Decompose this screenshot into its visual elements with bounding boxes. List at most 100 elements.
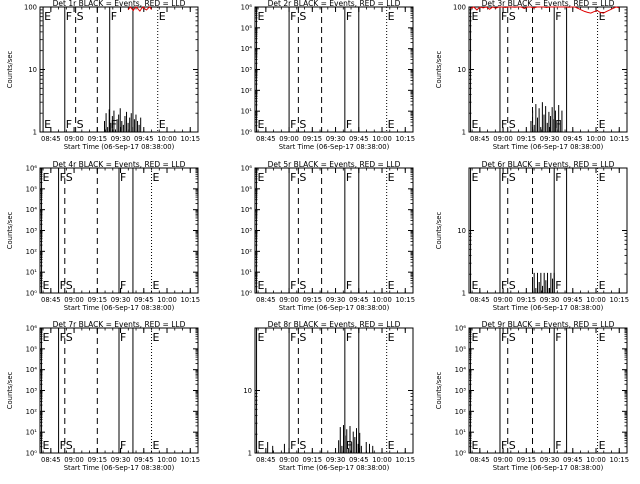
marker-label-bottom: F [555, 279, 561, 292]
marker-label-bottom: F [290, 439, 296, 452]
y-tick-label: 1 [462, 129, 466, 137]
panel-title: Det 6r BLACK = Events, RED = LLD [482, 160, 615, 169]
marker-label-top: E [599, 331, 606, 344]
x-tick-label: 09:15 [517, 456, 537, 464]
panel-6: Det 6r BLACK = Events, RED = LLD 1 10 Count… [435, 160, 629, 312]
y-tick-label: 10² [241, 87, 253, 95]
marker-label-bottom: F [501, 279, 507, 292]
marker-label-top: S [66, 331, 73, 344]
marker-label-top: E [153, 331, 160, 344]
x-tick-label: 09:15 [88, 296, 108, 304]
x-tick-label: 08:45 [41, 135, 61, 143]
y-tick-label: 10 [243, 387, 252, 395]
x-tick-label: 09:00 [493, 456, 513, 464]
marker-label-top: F [60, 171, 66, 184]
y-tick-label: 10³ [241, 227, 253, 235]
marker-label-bottom: E [472, 439, 479, 452]
x-tick-label: 09:00 [279, 135, 299, 143]
plot-frame [468, 6, 628, 133]
x-tick-label: 09:15 [517, 135, 537, 143]
marker-label-bottom: E [258, 118, 265, 131]
x-tick-label: 10:00 [586, 135, 606, 143]
y-tick-label: 10⁵ [455, 345, 467, 353]
marker-label-bottom: E [472, 118, 479, 131]
x-axis-label: Start Time (06-Sep-17 08:38:00) [64, 143, 175, 151]
y-tick-label: 10⁶ [455, 325, 467, 333]
marker-label-top: F [120, 171, 126, 184]
x-tick-label: 09:45 [349, 296, 369, 304]
x-tick-label: 09:15 [303, 135, 323, 143]
marker-label-bottom: S [509, 439, 516, 452]
marker-label-top: S [509, 331, 516, 344]
x-tick-label: 10:00 [157, 456, 177, 464]
y-axis-label: Counts/sec [435, 212, 443, 250]
x-tick-label: 10:15 [180, 296, 200, 304]
x-tick-label: 08:45 [470, 456, 490, 464]
marker-label-bottom: S [66, 439, 73, 452]
x-tick-label: 09:45 [134, 135, 154, 143]
marker-label-top: F [290, 10, 296, 23]
x-axis-label: Start Time (06-Sep-17 08:38:00) [279, 304, 390, 312]
marker-label-bottom: E [159, 118, 166, 131]
marker-label-top: E [472, 331, 479, 344]
marker-label-bottom: F [66, 118, 72, 131]
marker-label-bottom: E [44, 118, 51, 131]
y-tick-label: 10² [455, 408, 467, 416]
marker-label-bottom: S [299, 279, 306, 292]
marker-label-top: F [290, 171, 296, 184]
y-tick-label: 10⁰ [455, 450, 467, 458]
y-tick-label: 10³ [241, 66, 253, 74]
marker-label-top: E [472, 171, 479, 184]
x-tick-label: 08:45 [41, 456, 61, 464]
x-tick-label: 10:15 [395, 135, 415, 143]
marker-label-top: F [501, 171, 507, 184]
marker-label-bottom: S [77, 118, 84, 131]
panel-3: Det 3r BLACK = Events, RED = LLD 1 10 100 Co… [435, 0, 629, 151]
panel-4: Det 4r BLACK = Events, RED = LLD 10⁰ 10¹ 10… [6, 160, 200, 312]
marker-label-top: F [290, 331, 296, 344]
marker-label-bottom: F [60, 279, 66, 292]
y-tick-label: 1 [462, 290, 466, 298]
y-tick-label: 10⁴ [26, 206, 38, 214]
x-tick-label: 09:00 [279, 456, 299, 464]
y-tick-label: 10³ [26, 227, 38, 235]
y-tick-label: 10⁵ [241, 24, 253, 32]
marker-label-top: E [472, 10, 479, 23]
x-tick-label: 10:15 [395, 456, 415, 464]
x-tick-label: 09:00 [493, 296, 513, 304]
x-tick-label: 09:45 [563, 456, 583, 464]
x-tick-label: 10:15 [395, 296, 415, 304]
marker-label-top: E [258, 331, 265, 344]
marker-label-bottom: E [388, 279, 395, 292]
x-tick-label: 09:45 [563, 135, 583, 143]
marker-label-top: E [258, 10, 265, 23]
y-axis-label: Counts/sec [6, 372, 14, 410]
marker-label-top: F [555, 10, 561, 23]
marker-label-bottom: F [120, 279, 126, 292]
marker-label-bottom: E [388, 439, 395, 452]
marker-label-top: S [77, 10, 84, 23]
x-tick-label: 09:45 [563, 296, 583, 304]
y-tick-label: 10³ [455, 387, 467, 395]
marker-label-top: F [66, 10, 72, 23]
x-tick-label: 10:15 [609, 135, 629, 143]
y-tick-label: 10¹ [455, 429, 467, 437]
x-tick-label: 10:00 [372, 296, 392, 304]
marker-label-bottom: F [346, 279, 352, 292]
y-tick-label: 10⁰ [241, 129, 253, 137]
plot-frame [254, 6, 414, 133]
x-tick-label: 09:45 [134, 456, 154, 464]
y-tick-label: 10⁰ [241, 290, 253, 298]
y-axis-label: Counts/sec [6, 51, 14, 89]
marker-label-top: F [346, 331, 352, 344]
panel-title: Det 1r BLACK = Events, RED = LLD [53, 0, 186, 8]
x-tick-label: 09:45 [349, 135, 369, 143]
marker-label-bottom: E [258, 439, 265, 452]
marker-label-bottom: E [599, 118, 606, 131]
x-tick-label: 09:15 [88, 135, 108, 143]
panel-title: Det 2r BLACK = Events, RED = LLD [268, 0, 401, 8]
y-tick-label: 10⁴ [26, 366, 38, 374]
x-tick-label: 09:30 [326, 296, 346, 304]
x-tick-label: 09:00 [279, 296, 299, 304]
x-tick-label: 09:00 [64, 296, 84, 304]
